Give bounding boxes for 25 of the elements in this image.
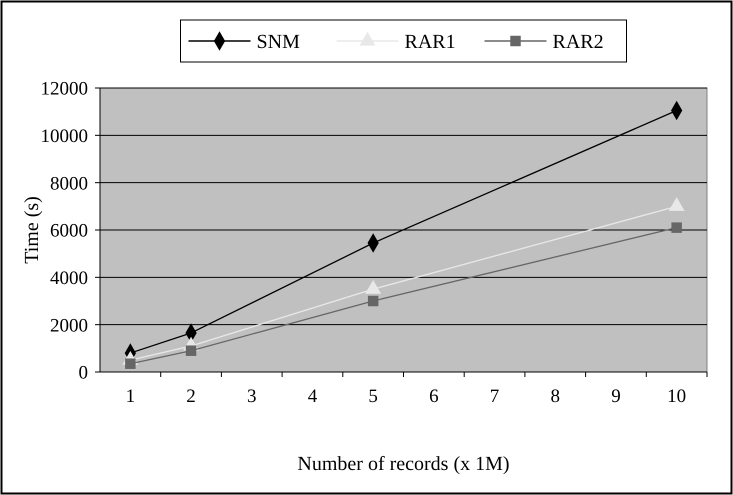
x-tick-label: 8 bbox=[550, 386, 560, 407]
x-tick-label: 6 bbox=[429, 386, 439, 407]
y-tick-label: 12000 bbox=[40, 78, 88, 100]
x-tick-label: 1 bbox=[126, 386, 136, 407]
x-tick-label: 2 bbox=[186, 386, 196, 407]
legend-label: RAR2 bbox=[552, 31, 604, 53]
point bbox=[671, 222, 682, 233]
x-tick-label: 10 bbox=[667, 386, 686, 407]
x-tick-label: 5 bbox=[368, 386, 378, 407]
legend-label: RAR1 bbox=[404, 31, 456, 53]
x-tick-label: 4 bbox=[308, 386, 318, 407]
y-tick-label: 2000 bbox=[50, 315, 88, 336]
y-tick-label: 8000 bbox=[50, 173, 88, 194]
legend-label: SNM bbox=[256, 31, 300, 53]
x-tick-label: 9 bbox=[611, 386, 621, 407]
y-tick-label: 6000 bbox=[50, 220, 88, 242]
y-tick-label: 4000 bbox=[50, 268, 88, 289]
x-tick-label: 7 bbox=[490, 386, 500, 407]
x-axis-title: Number of records (x 1M) bbox=[297, 453, 510, 475]
point bbox=[368, 296, 378, 306]
x-tick-label: 3 bbox=[247, 386, 256, 407]
y-axis-title: Time (s) bbox=[21, 196, 43, 264]
y-tick-label: 0 bbox=[78, 362, 88, 384]
point bbox=[186, 345, 196, 356]
y-tick-label: 10000 bbox=[40, 126, 88, 147]
